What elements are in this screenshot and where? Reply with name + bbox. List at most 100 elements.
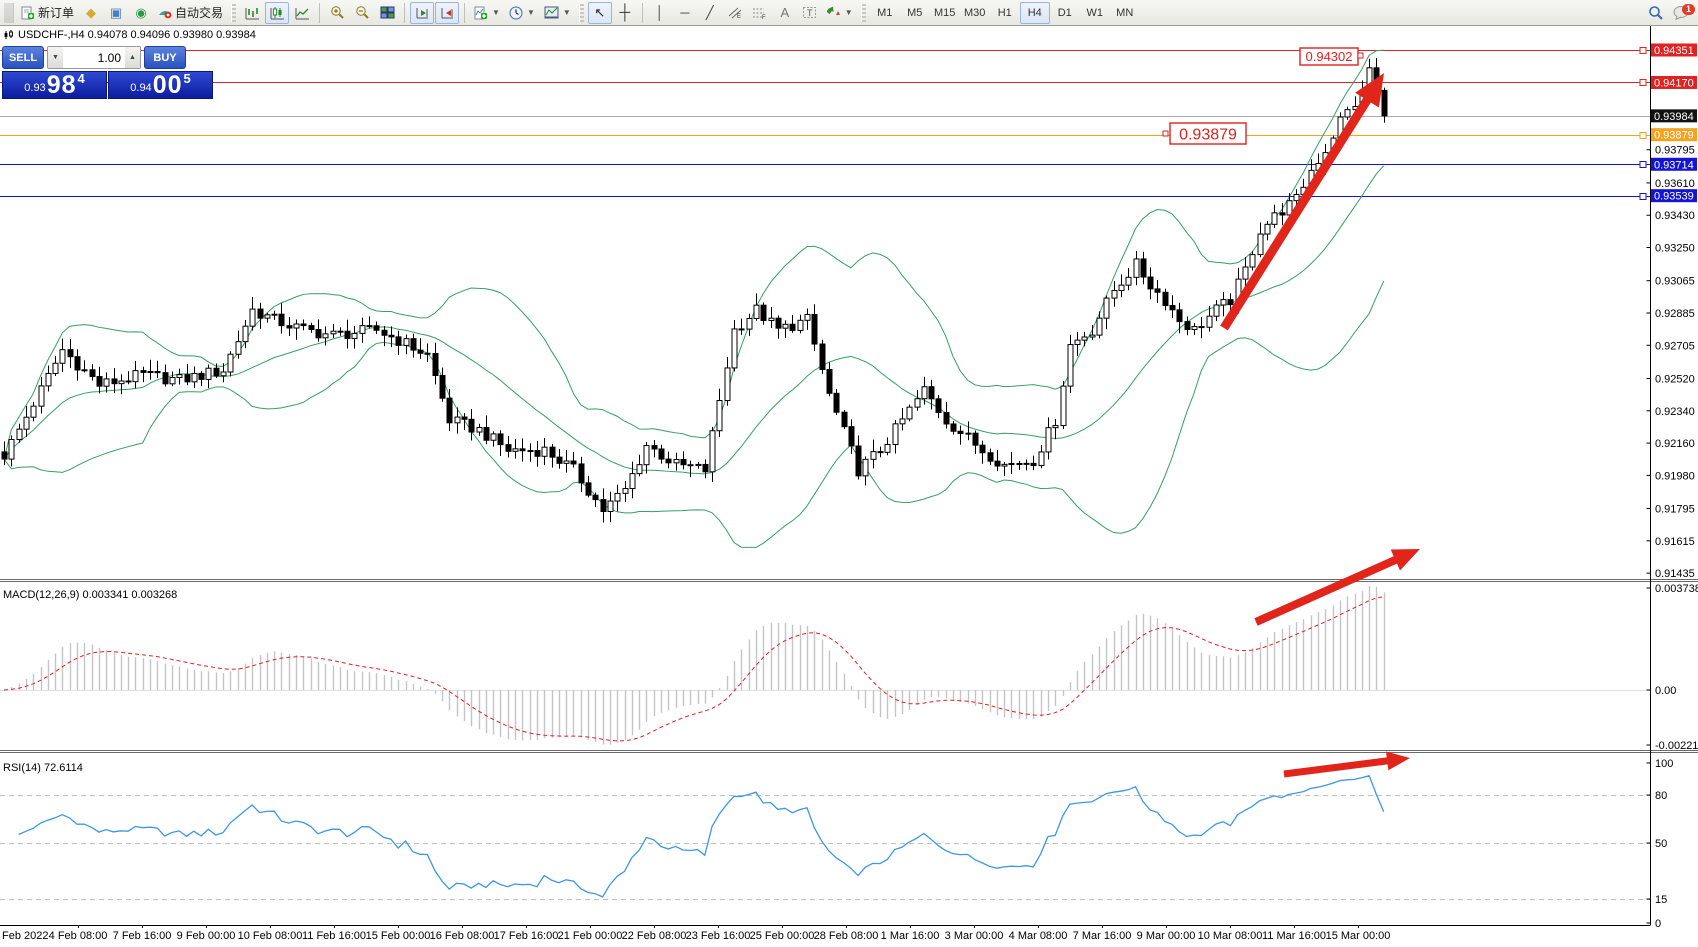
candle-body [446,397,453,424]
timeframe-button-M30[interactable]: M30 [960,2,990,24]
candle-body [1184,321,1191,330]
search-button[interactable] [1644,2,1668,24]
fibonacci-button[interactable]: F [748,2,772,24]
candle-body [1118,284,1125,292]
rsi-trend-arrow[interactable] [1283,751,1410,778]
candle-body [52,362,59,374]
candle-body [527,450,534,453]
arrows-button[interactable]: ▼ [823,2,857,24]
periods-button[interactable]: ▼ [505,2,539,24]
price-tick-label: 0.92160 [1655,438,1695,450]
horizontal-line-button[interactable]: ─ [673,2,697,24]
annotation-anchor-square[interactable] [1357,52,1364,59]
timeframe-button-H1[interactable]: H1 [990,2,1020,24]
volume-increase-button[interactable]: ▲ [125,47,140,68]
chart-shift-button[interactable] [435,1,460,24]
timeframe-button-W1[interactable]: W1 [1080,2,1110,24]
candle-body [1074,339,1081,346]
candle-body [1045,427,1052,453]
text-label-button[interactable]: T [798,2,822,24]
line-anchor-square[interactable] [1639,193,1647,200]
line-anchor-square[interactable] [1639,132,1647,139]
buy-button[interactable]: BUY [144,46,186,69]
volume-decrease-button[interactable]: ▼ [48,47,63,68]
indicators-dropdown-arrow: ▼ [492,8,500,17]
annotation-anchor-square[interactable] [1162,130,1169,137]
sell-price-display[interactable]: 0.93 98 4 [2,71,107,99]
candle-body [38,385,45,407]
line-anchor-square[interactable] [1639,161,1647,168]
candle-body [381,329,388,336]
candlestick-chart-button[interactable] [265,1,290,24]
candle-body [541,446,548,457]
timeframe-button-MN[interactable]: MN [1110,2,1140,24]
time-axis-label: 28 Feb 08:00 [814,930,879,942]
candle-body [680,458,687,466]
zoom-in-icon [330,6,344,19]
tile-windows-button[interactable] [375,2,399,24]
indicators-button[interactable]: ▼ [470,2,504,24]
toolbar-drag-handle-3[interactable] [860,3,866,22]
metaeditor-button[interactable]: ◆ [79,2,103,24]
candle-body [972,432,979,446]
timeframe-button-D1[interactable]: D1 [1050,2,1080,24]
timeframe-button-M1[interactable]: M1 [870,2,900,24]
time-axis-label: 4 Mar 08:00 [1009,930,1068,942]
candle-body [782,323,789,329]
candle-body [30,405,37,418]
candle-body [724,367,731,402]
symbol-ohlc-text: USDCHF-,H4 0.94078 0.94096 0.93980 0.939… [18,29,256,41]
line-anchor-square[interactable] [1639,79,1647,86]
market-watch-button[interactable]: ▣ [104,2,128,24]
line-chart-button[interactable] [290,2,314,24]
line-anchor-square[interactable] [1639,47,1647,54]
candle-body [709,430,716,473]
crosshair-button[interactable]: ┼ [613,2,637,24]
volume-input[interactable] [63,47,125,68]
zoom-out-button[interactable] [350,2,374,24]
candle-body [308,325,315,331]
candle-body [1023,462,1030,465]
new-order-button[interactable]: 新订单 [17,2,78,24]
text-button[interactable]: A [773,2,797,24]
level-price-annotation[interactable] [1169,122,1247,145]
timeframe-button-H4[interactable]: H4 [1019,1,1050,24]
macd-trend-arrow[interactable] [1254,549,1420,626]
toolbar-drag-handle-2[interactable] [578,3,584,22]
buy-price-pips: 00 [152,71,183,99]
candle-body [928,386,935,400]
timeframe-button-M15[interactable]: M15 [930,2,960,24]
buy-price-display[interactable]: 0.94 00 5 [108,71,213,99]
templates-button[interactable]: ▼ [540,2,575,24]
price-tick-label: 0.93250 [1655,243,1695,255]
crosshair-icon: ┼ [619,4,631,21]
bar-chart-button[interactable] [240,2,264,24]
price-badge [1651,157,1697,171]
candle-body [300,323,307,327]
candle-body [242,325,249,343]
candle-body [1344,109,1351,118]
candle-body [797,319,804,331]
candle-body [1220,299,1227,306]
notifications-button[interactable]: 1 [1669,2,1695,24]
trendline-button[interactable]: ╱ [698,2,722,24]
candle-body [862,458,869,477]
candle-body [1206,315,1213,328]
candle-body [388,334,395,338]
candle-body [870,451,877,460]
timeframe-button-M5[interactable]: M5 [900,2,930,24]
auto-scroll-button[interactable] [410,1,435,24]
strategy-tester-button[interactable]: ◉ [129,2,153,24]
zoom-in-button[interactable] [325,2,349,24]
cursor-button[interactable]: ↖ [587,1,612,24]
equidistant-channel-button[interactable]: E [723,2,747,24]
toolbar-drag-handle[interactable] [231,3,237,22]
price-trend-arrow[interactable] [1220,73,1384,331]
sell-price-prefix: 0.93 [24,82,46,94]
candle-body [600,499,607,512]
candle-body [935,398,942,413]
auto-trading-button[interactable]: 自动交易 [154,2,227,24]
sell-button[interactable]: SELL [2,46,44,69]
vertical-line-button[interactable]: │ [648,2,672,24]
